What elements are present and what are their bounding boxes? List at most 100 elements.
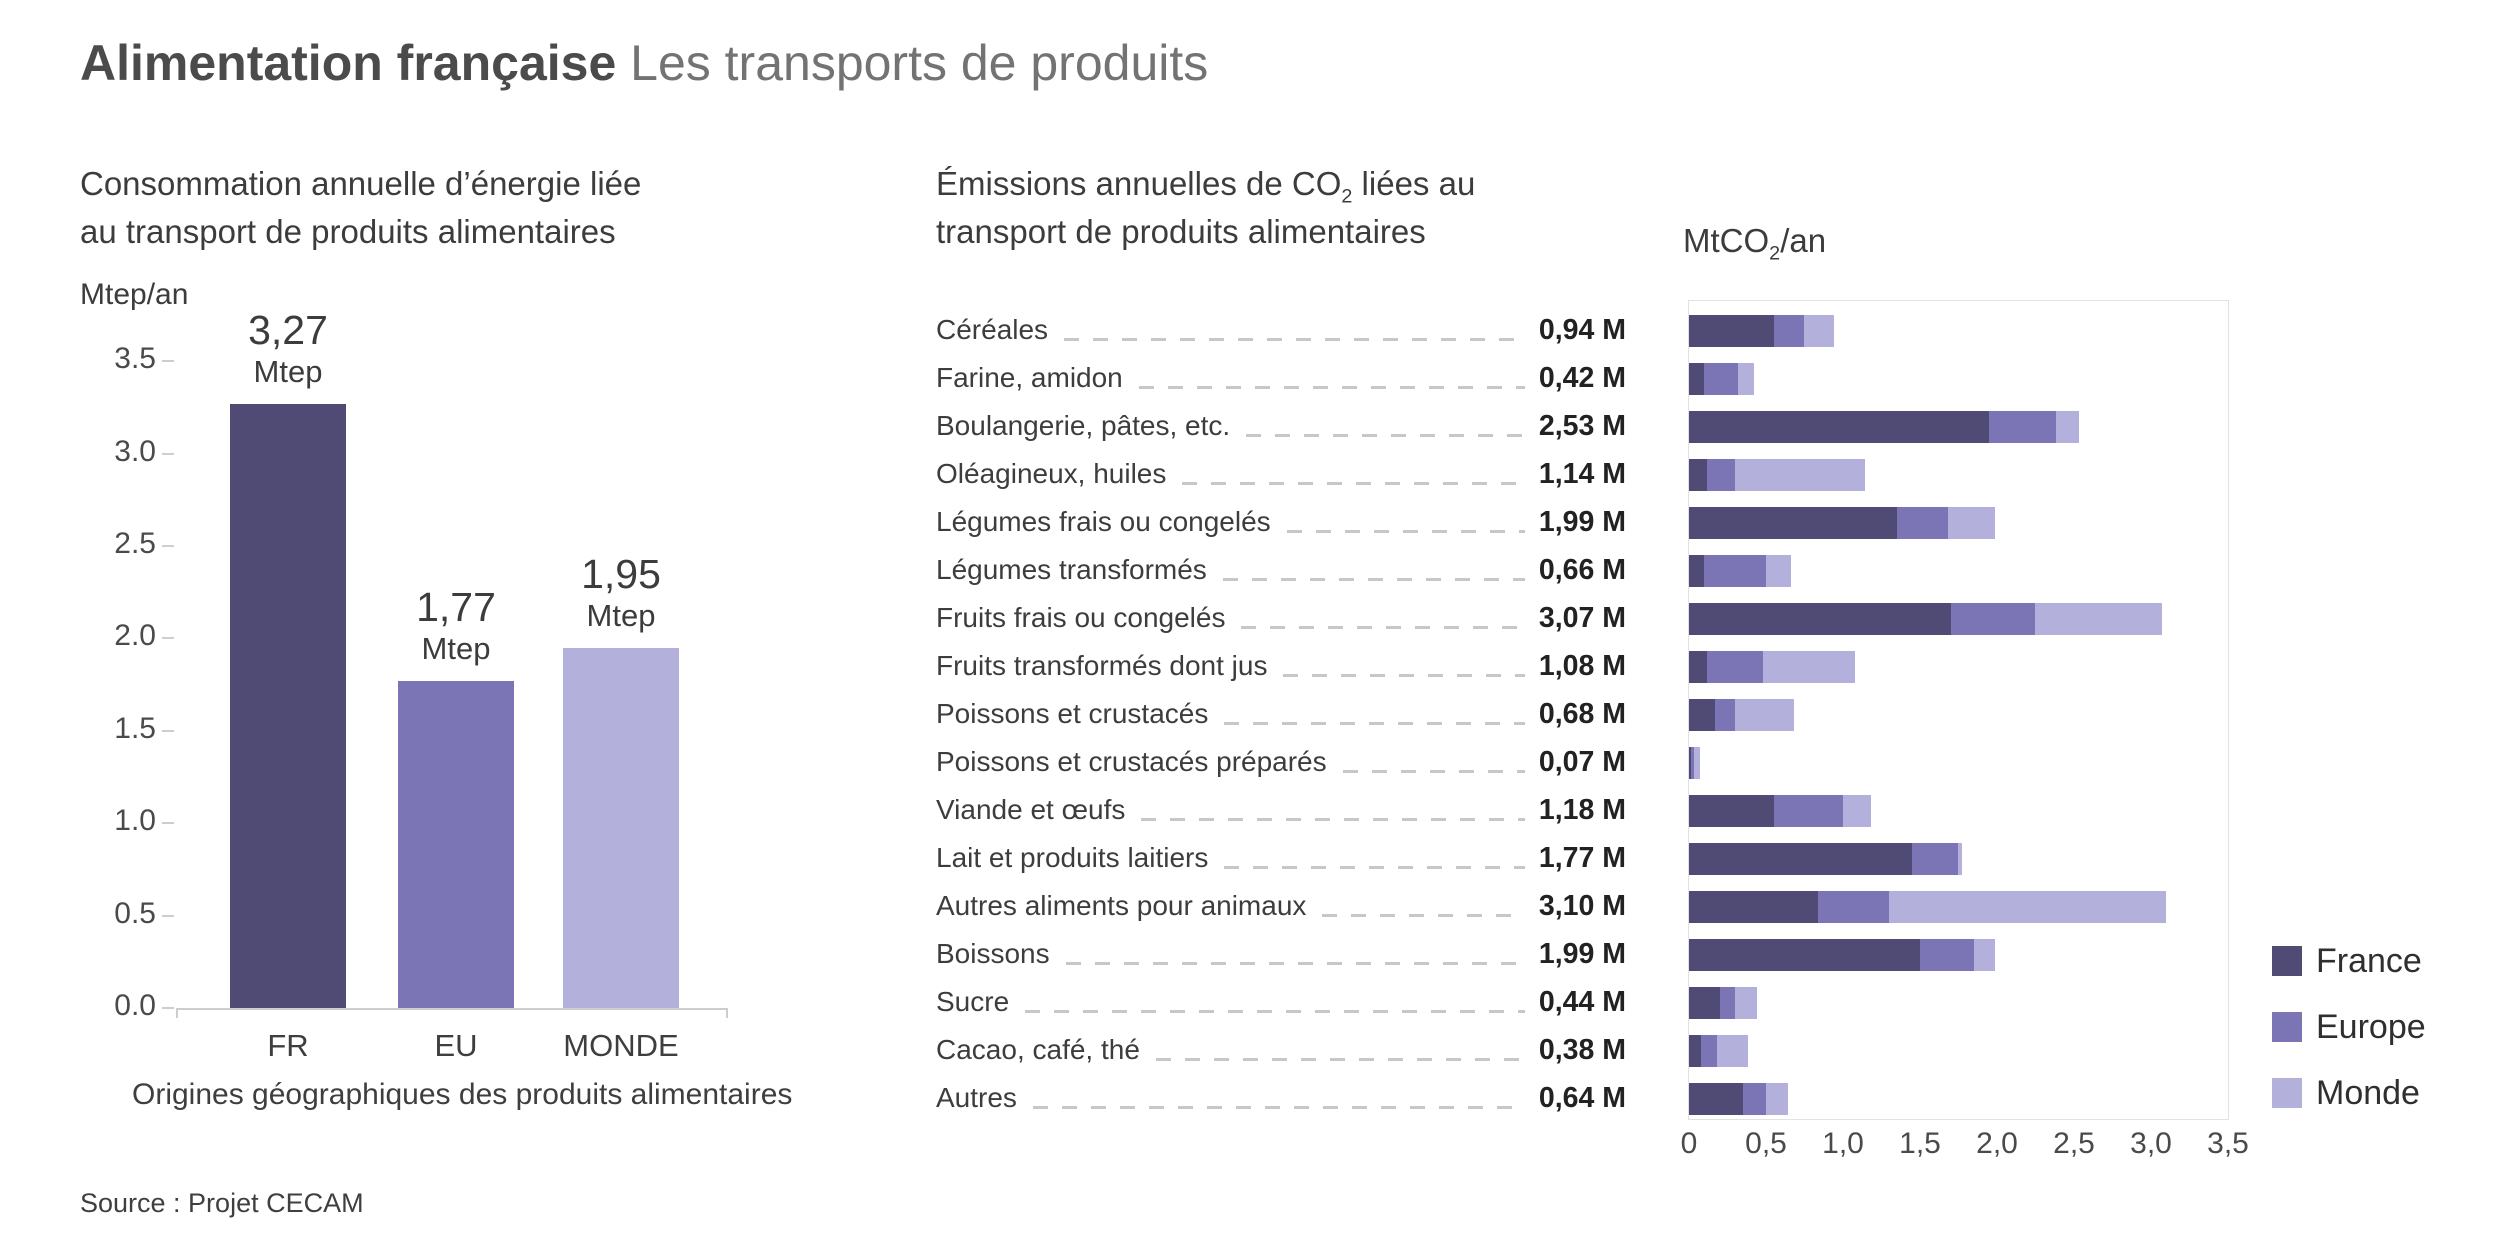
leader-line	[1241, 625, 1525, 629]
bar-segment-monde	[1735, 459, 1865, 491]
bar-segment-europe	[1715, 699, 1736, 731]
emissions-category-label: Boulangerie, pâtes, etc.	[936, 410, 1231, 441]
emissions-total-value: 1,08 M	[1538, 649, 1626, 682]
legend-swatch-europe	[2272, 1012, 2302, 1042]
emissions-list-row: Oléagineux, huiles 1,14 M	[936, 450, 1626, 498]
emissions-stacked-bar	[1689, 651, 1856, 683]
emissions-category-label: Poissons et crustacés	[936, 698, 1209, 729]
emissions-category-label: Autres	[936, 1082, 1017, 1113]
energy-y-tick-mark	[162, 914, 174, 917]
energy-bar-value-unit: Mtep	[253, 353, 323, 389]
legend-item-europe: Europe	[2272, 1006, 2426, 1048]
page-title-topic: Alimentation française	[80, 35, 617, 91]
emissions-category-label: Légumes transformés	[936, 554, 1207, 585]
emissions-list-row: Légumes transformés 0,66 M	[936, 546, 1626, 594]
page-title-subtitle: Les transports de produits	[616, 35, 1209, 91]
leader-line	[1286, 529, 1525, 533]
bar-segment-europe	[1950, 603, 2036, 635]
emissions-stacked-bar	[1689, 555, 1791, 587]
emissions-total-value: 3,07 M	[1538, 601, 1626, 634]
bar-segment-europe	[1719, 987, 1736, 1019]
emissions-stacked-bar	[1689, 459, 1865, 491]
energy-x-axis-label: Origines géographiques des produits alim…	[132, 1078, 793, 1111]
emissions-stacked-bar	[1689, 411, 2079, 443]
emissions-x-tick-label: 0	[1680, 1127, 1698, 1160]
emissions-list-row: Poissons et crustacés préparés 0,07 M	[936, 738, 1626, 786]
energy-y-tick-label: 3.0	[114, 434, 156, 468]
emissions-total-value: 1,14 M	[1538, 457, 1626, 490]
energy-bar-value: 1,77	[416, 583, 496, 630]
bar-segment-france	[1689, 699, 1716, 731]
energy-bar-value-unit: Mtep	[421, 630, 491, 666]
energy-y-tick-mark	[162, 1007, 174, 1009]
emissions-x-tick-label: 2,5	[2053, 1127, 2095, 1160]
bar-segment-france	[1689, 843, 1913, 875]
leader-line	[1283, 673, 1525, 677]
energy-x-category-label: FR	[267, 1028, 309, 1063]
emissions-total-value: 1,99 M	[1538, 505, 1626, 538]
emissions-list-row: Boulangerie, pâtes, etc. 2,53 M	[936, 402, 1626, 450]
energy-y-tick-mark	[162, 360, 174, 363]
emissions-title-text-cont: liées au	[1352, 165, 1476, 202]
bar-segment-europe	[1818, 891, 1890, 923]
bar-segment-france	[1689, 1035, 1702, 1067]
leader-line	[1342, 769, 1525, 773]
leader-line	[1064, 337, 1525, 341]
energy-y-tick-label: 0.5	[114, 896, 156, 930]
bar-segment-france	[1689, 507, 1897, 539]
energy-y-tick-mark	[162, 822, 174, 825]
bar-segment-monde	[1973, 939, 1996, 971]
emissions-value-axis-header: MtCO2/an	[1683, 222, 1826, 263]
emissions-total-value: 2,53 M	[1538, 409, 1626, 442]
bar-segment-france	[1689, 891, 1819, 923]
emissions-stacked-bar	[1689, 747, 1700, 779]
legend-label: Europe	[2316, 1007, 2426, 1046]
emissions-list-row: Céréales 0,94 M	[936, 306, 1626, 354]
bar-segment-monde	[1804, 315, 1834, 347]
bar-segment-monde	[1716, 1035, 1748, 1067]
bar-segment-europe	[1707, 651, 1763, 683]
emissions-stacked-bar	[1689, 507, 1996, 539]
energy-y-tick-label: 0.0	[114, 989, 156, 1022]
emissions-category-label: Poissons et crustacés préparés	[936, 746, 1327, 777]
emissions-total-value: 0,07 M	[1538, 745, 1626, 778]
bar-segment-france	[1689, 747, 1691, 779]
emissions-total-value: 0,38 M	[1538, 1033, 1626, 1066]
leader-line	[1155, 1057, 1525, 1061]
bar-segment-france	[1689, 411, 1990, 443]
emissions-list-row: Sucre 0,44 M	[936, 978, 1626, 1026]
emissions-total-value: 1,99 M	[1538, 937, 1626, 970]
bar-segment-europe	[1742, 1083, 1766, 1115]
source-note: Source : Projet CECAM	[80, 1188, 364, 1218]
bar-segment-monde	[1738, 363, 1754, 395]
emissions-category-label: Cacao, café, thé	[936, 1034, 1140, 1065]
emissions-category-list: Céréales 0,94 M Farine, amidon 0,42 M Boulan…	[936, 306, 1626, 1122]
bar-segment-europe	[1704, 363, 1739, 395]
energy-chart-plot: 3.5 3.0 2.5 2.0 1.5 1.0 0.5 0.0 3,27 Mtep FR 1,77 Mt…	[96, 307, 756, 1100]
emissions-category-label: Légumes frais ou congelés	[936, 506, 1271, 537]
bar-segment-france	[1689, 939, 1920, 971]
legend-label: Monde	[2316, 1073, 2420, 1112]
emissions-total-value: 1,77 M	[1538, 841, 1626, 874]
emissions-total-value: 1,18 M	[1538, 793, 1626, 826]
emissions-list-row: Lait et produits laitiers 1,77 M	[936, 834, 1626, 882]
emissions-x-tick-label: 1,0	[1822, 1127, 1864, 1160]
bar-segment-europe	[1690, 747, 1694, 779]
emissions-category-label: Lait et produits laitiers	[936, 842, 1209, 873]
bar-segment-europe	[1701, 1035, 1717, 1067]
bar-segment-monde	[1765, 555, 1791, 587]
emissions-stacked-bar	[1689, 315, 1834, 347]
bar-segment-france	[1689, 651, 1708, 683]
bar-segment-monde	[1842, 795, 1871, 827]
bar-segment-france	[1689, 363, 1705, 395]
energy-chart-title: Consommation annuelle d’énergie liée au …	[80, 160, 641, 256]
emissions-x-tick-label: 3,0	[2130, 1127, 2172, 1160]
energy-chart-title-line1: Consommation annuelle d’énergie liée	[80, 165, 642, 202]
emissions-title-subscript: 2	[1341, 185, 1353, 208]
legend: France Europe Monde	[2272, 940, 2426, 1138]
emissions-unit-subscript: 2	[1769, 242, 1781, 265]
emissions-list-row: Boissons 1,99 M	[936, 930, 1626, 978]
emissions-total-value: 3,10 M	[1538, 889, 1626, 922]
legend-item-monde: Monde	[2272, 1072, 2426, 1114]
leader-line	[1224, 865, 1525, 869]
